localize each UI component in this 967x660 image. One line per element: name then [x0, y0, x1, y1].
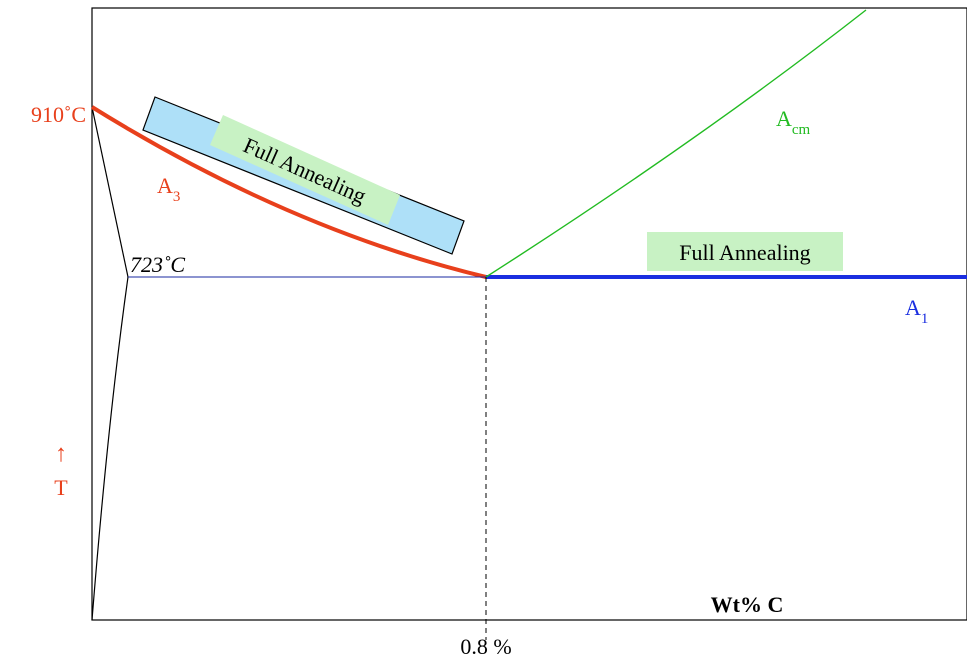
alpha-solvus-upper	[91, 106, 129, 278]
eutectoid-composition-label: 0.8 %	[460, 634, 511, 659]
full-annealing-label-box-hypo	[210, 115, 400, 225]
a3-label-sub: 3	[173, 189, 181, 205]
a3-label-base: A	[157, 173, 173, 198]
a1-label-sub: 1	[921, 311, 929, 327]
acm-line	[485, 9, 867, 278]
plot-frame	[91, 7, 967, 621]
alpha-solvus-lower	[91, 276, 129, 621]
temperature-axis-label: T	[54, 475, 68, 500]
a1-label-base: A	[905, 295, 921, 320]
acm-label-sub: cm	[792, 122, 811, 138]
temperature-910-label: 910˚C	[31, 102, 86, 127]
acm-label: Acm	[776, 106, 811, 138]
acm-label-base: A	[776, 106, 792, 131]
a1-label: A1	[905, 295, 928, 327]
full-annealing-label-box-hyper	[647, 232, 843, 271]
a3-line	[90, 105, 487, 279]
temperature-723-label: 723˚C	[130, 252, 185, 277]
x-axis-label: Wt% C	[711, 592, 784, 617]
full-annealing-label-hyper: Full Annealing	[679, 240, 810, 265]
temperature-axis-arrow: ↑	[55, 441, 67, 467]
a3-label: A3	[157, 173, 180, 205]
